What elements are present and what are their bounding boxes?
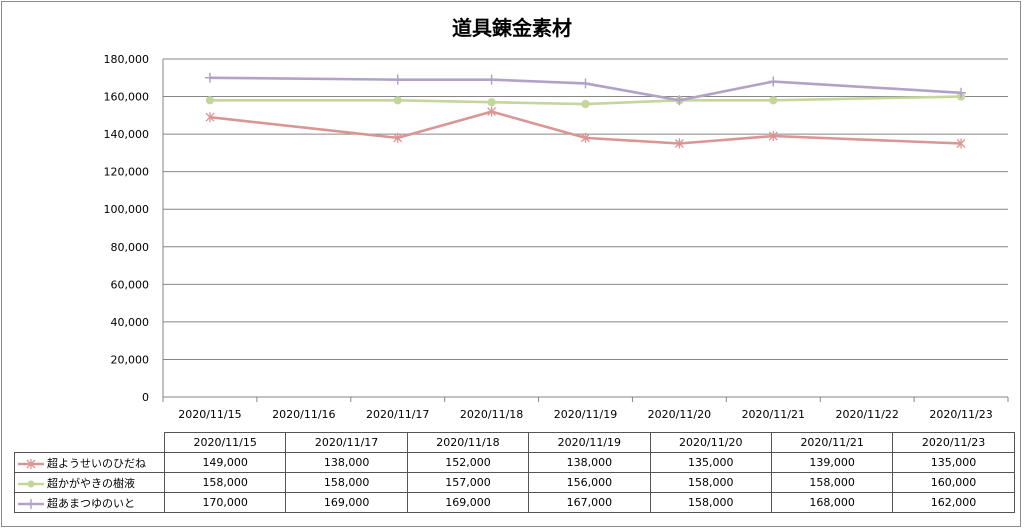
table-column-header: 2020/11/23: [892, 432, 1015, 453]
x-tick-label: 2020/11/21: [742, 408, 805, 421]
legend-label: 超あまつゆのいと: [47, 496, 135, 510]
data-point-1: [674, 138, 684, 149]
x-tick-label: 2020/11/22: [835, 408, 898, 421]
data-point-2: [205, 96, 215, 105]
table-cell: 152,000: [406, 452, 530, 473]
table-cell: 158,000: [649, 472, 772, 493]
legend-label: 超ようせいのひだね: [47, 456, 146, 470]
y-tick-label: 140,000: [104, 128, 150, 141]
table-column-header: 2020/11/17: [285, 432, 408, 453]
y-tick-label: 100,000: [104, 203, 150, 216]
data-point-2: [393, 96, 402, 105]
data-point-1: [956, 138, 966, 149]
data-point-2: [487, 98, 496, 107]
y-tick-label: 120,000: [104, 166, 150, 179]
y-tick-label: 40,000: [111, 316, 150, 329]
legend-key-3: [18, 498, 44, 509]
table-cell: 162,000: [892, 492, 1015, 513]
data-point-3: [768, 76, 779, 87]
table-cell: 139,000: [770, 452, 894, 473]
table-cell: 138,000: [528, 452, 651, 473]
table-cell: 158,000: [285, 472, 408, 493]
table-cell: 168,000: [770, 492, 894, 513]
table-cell: 138,000: [285, 452, 408, 473]
table-cell: 169,000: [406, 492, 530, 513]
plot-area: 0 20,000 40,000 60,000 80,000 100,000 120,000 1…: [104, 53, 1009, 421]
data-point-2: [769, 96, 778, 105]
table-cell: 135,000: [649, 452, 772, 473]
table-row: 超かがやきの樹液 158,000 158,000 157,000 156,000 158,…: [14, 472, 1015, 493]
table-column-header: 2020/11/18: [406, 432, 530, 453]
table-row: 超あまつゆのいと 170,000 169,000 169,000 167,000 158,…: [14, 492, 1015, 513]
legend-label: 超かがやきの樹液: [47, 476, 135, 490]
table-cell: 156,000: [528, 472, 651, 493]
table-cell: 160,000: [892, 472, 1015, 493]
x-tick-label: 2020/11/17: [366, 408, 429, 421]
data-point-1: [205, 112, 215, 123]
table-cell: 135,000: [892, 452, 1015, 473]
data-point-3: [204, 72, 215, 83]
table-cell: 167,000: [528, 492, 651, 513]
table-column-header: 2020/11/21: [770, 432, 894, 453]
data-point-3: [392, 74, 403, 85]
table-cell: 157,000: [406, 472, 530, 493]
x-tick-label: 2020/11/19: [554, 408, 617, 421]
table-cell: 158,000: [770, 472, 894, 493]
legend-entry-1: 超ようせいのひだね: [14, 452, 165, 473]
chart-title: 道具錬金素材: [452, 16, 572, 40]
data-point-1: [581, 132, 590, 143]
y-tick-label: 180,000: [104, 53, 150, 66]
data-point-3: [580, 78, 591, 89]
y-tick-label: 160,000: [104, 91, 150, 104]
table-header-row: 2020/11/15 2020/11/17 2020/11/18 2020/11/19…: [14, 432, 1015, 453]
data-table: 2020/11/15 2020/11/17 2020/11/18 2020/11/19…: [14, 432, 1015, 513]
data-point-2: [581, 99, 590, 109]
x-tick-label: 2020/11/18: [460, 408, 523, 421]
x-tick-label: 2020/11/15: [178, 408, 241, 421]
legend-key-1: [18, 458, 44, 469]
y-tick-label: 60,000: [111, 278, 150, 291]
data-point-1: [768, 130, 778, 141]
data-point-3: [956, 87, 967, 98]
table-cell: 149,000: [163, 452, 287, 473]
data-point-3: [486, 74, 497, 85]
table-corner: [14, 432, 165, 453]
table-cell: 170,000: [163, 492, 287, 513]
legend-entry-2: 超かがやきの樹液: [14, 472, 165, 493]
legend-entry-3: 超あまつゆのいと: [14, 492, 165, 513]
data-point-3: [674, 95, 685, 106]
x-tick-label: 2020/11/20: [648, 408, 711, 421]
table-column-header: 2020/11/19: [528, 432, 651, 453]
table-row: 超ようせいのひだね 149,000 138,000 152,000 138,000 135…: [14, 452, 1015, 473]
legend-key-2: [18, 480, 44, 487]
table-column-header: 2020/11/20: [649, 432, 772, 453]
x-tick-label: 2020/11/23: [929, 408, 992, 421]
y-tick-label: 80,000: [111, 241, 150, 254]
table-cell: 158,000: [163, 472, 287, 493]
table-cell: 158,000: [649, 492, 772, 513]
data-point-1: [393, 132, 403, 143]
y-tick-label: 0: [142, 391, 149, 404]
data-point-1: [487, 106, 497, 117]
y-tick-label: 20,000: [111, 353, 150, 366]
table-column-header: 2020/11/15: [163, 432, 287, 453]
x-tick-label: 2020/11/16: [272, 408, 335, 421]
table-cell: 169,000: [285, 492, 408, 513]
